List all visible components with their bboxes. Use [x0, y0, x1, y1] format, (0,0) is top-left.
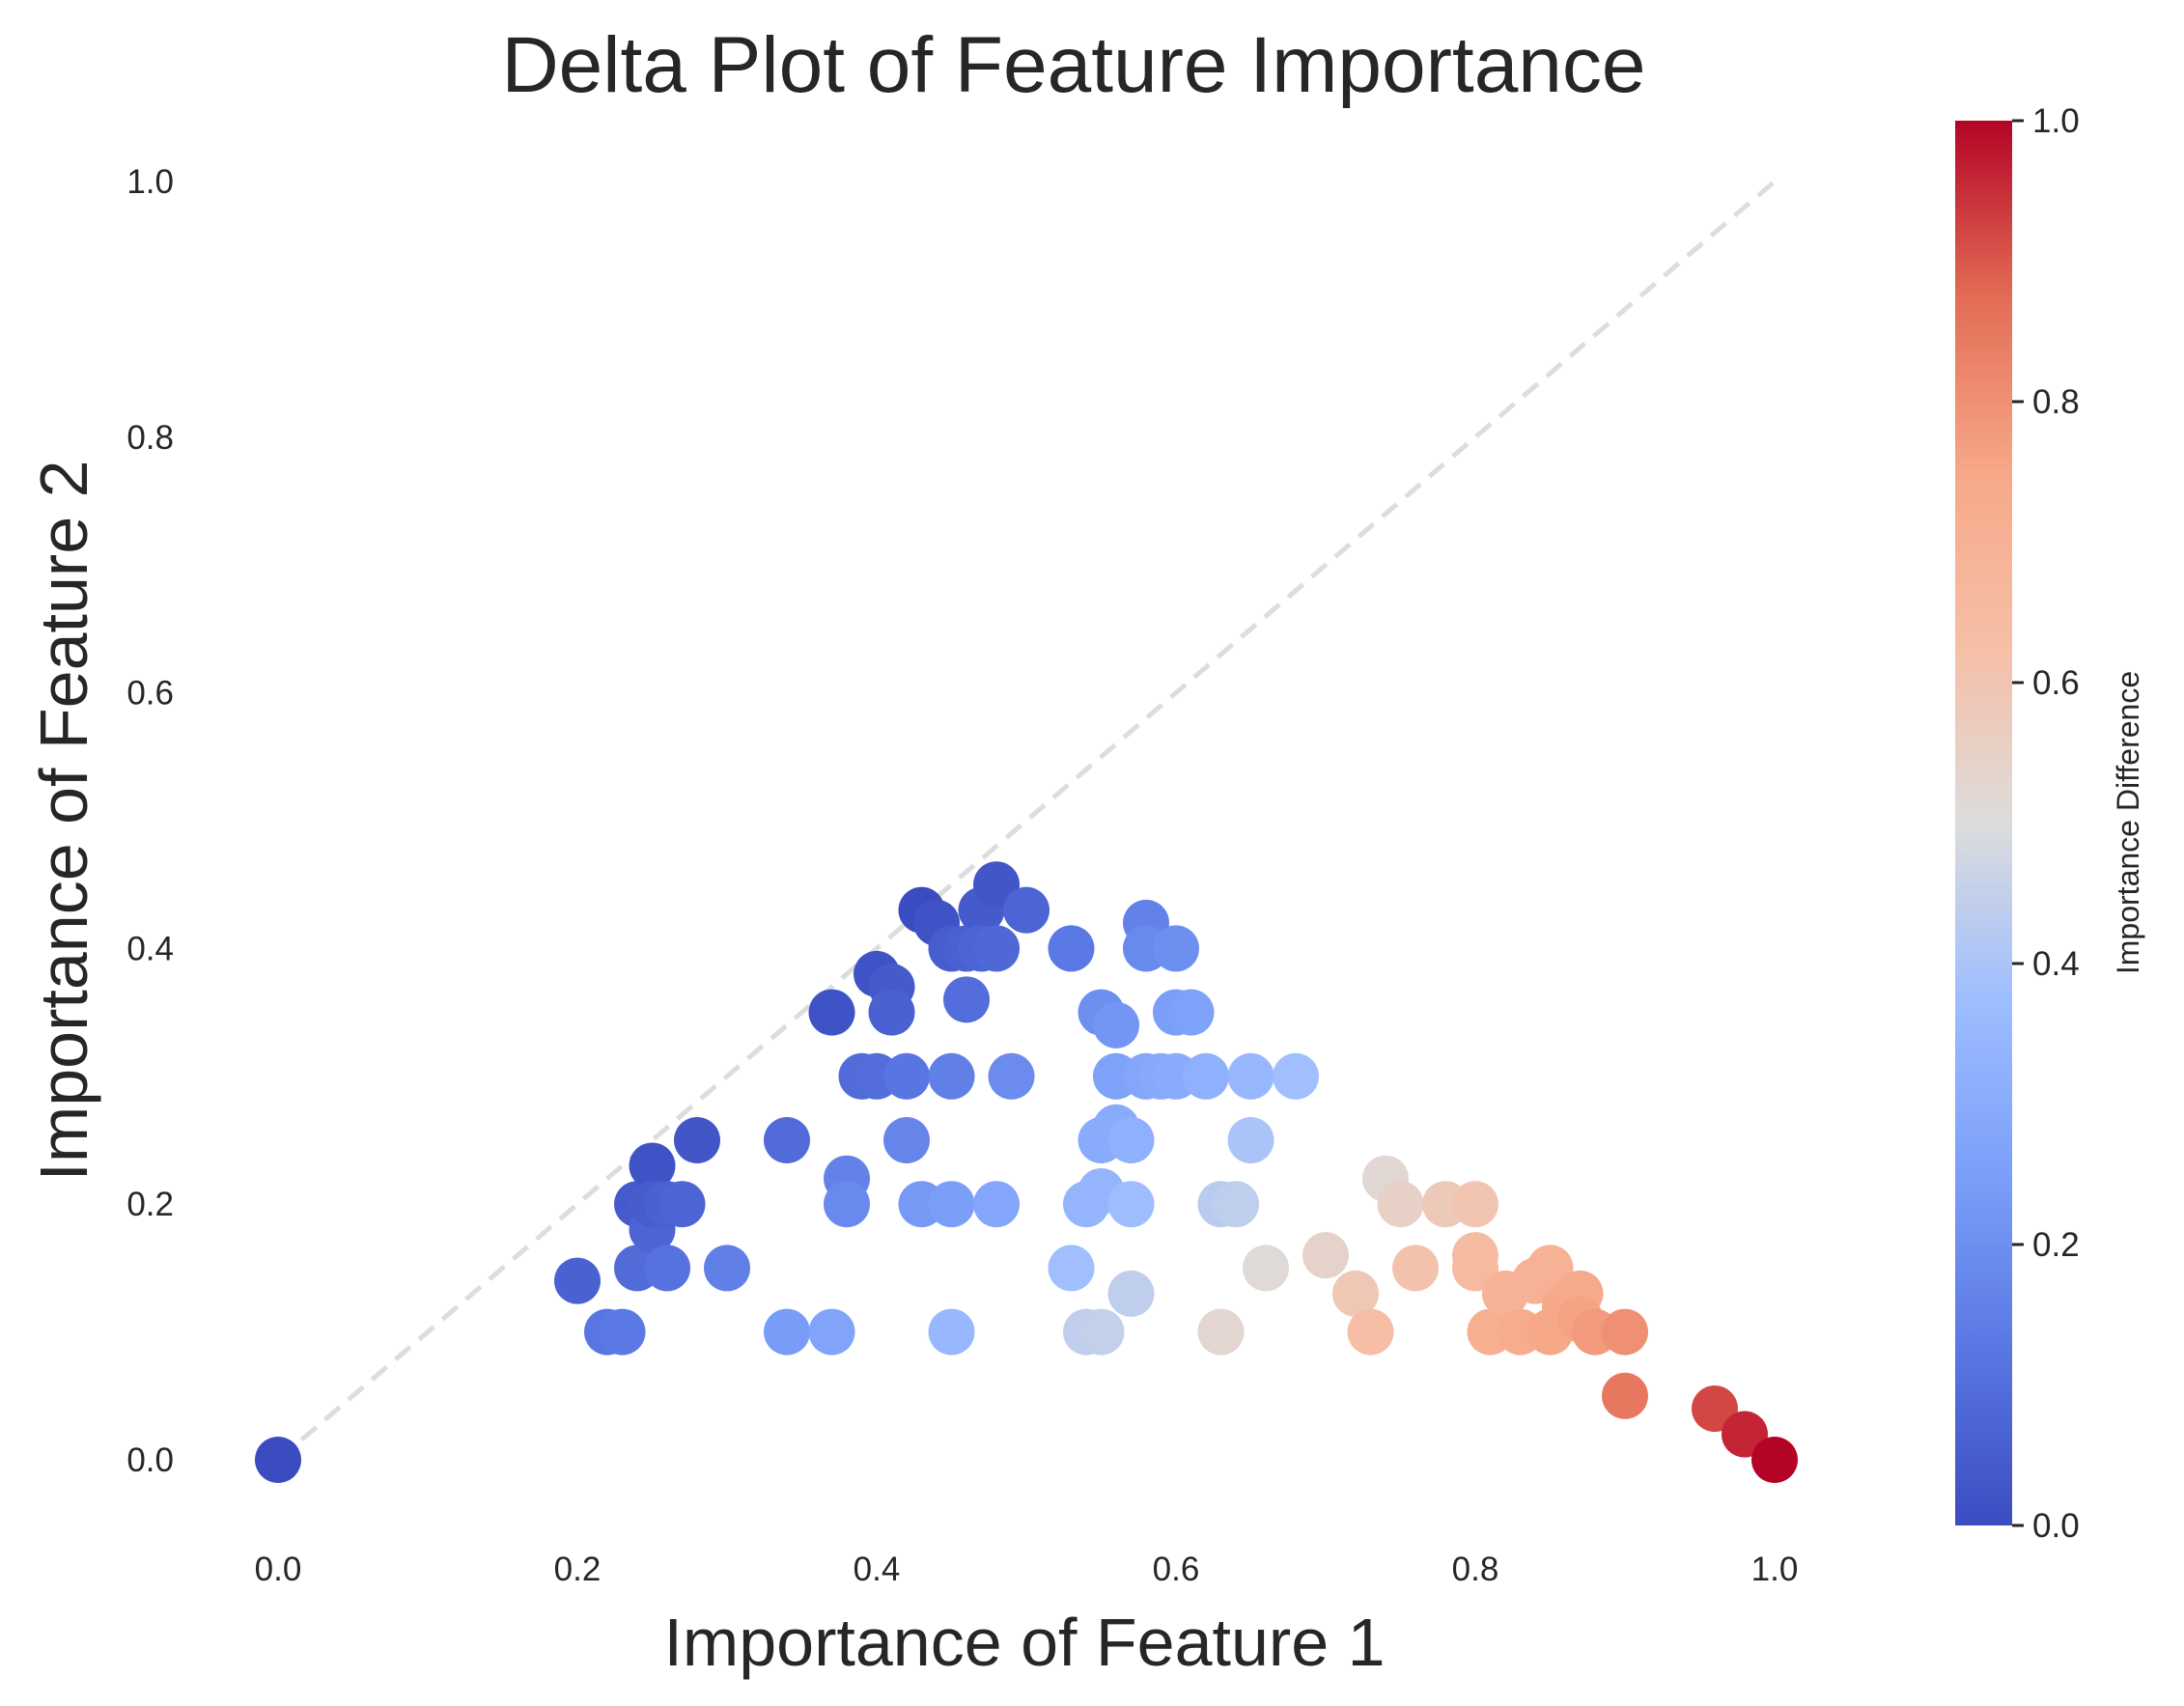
chart-title: Delta Plot of Feature Importance: [501, 21, 1645, 109]
data-point: [868, 989, 915, 1036]
data-point: [1751, 1437, 1798, 1483]
data-point: [1452, 1181, 1498, 1228]
colorbar-tick-label: 0.8: [2032, 383, 2080, 421]
y-tick-label: 0.8: [126, 419, 174, 457]
data-point: [764, 1308, 810, 1356]
colorbar: [1955, 121, 2012, 1525]
y-tick-label: 0.0: [126, 1441, 174, 1479]
data-point: [1227, 1117, 1274, 1163]
data-point: [1167, 989, 1215, 1036]
data-point: [1243, 1245, 1289, 1292]
data-point: [1347, 1308, 1394, 1356]
x-axis-ticks: 0.0 0.2 0.4 0.6 0.8 1.0: [255, 1551, 1799, 1588]
data-point: [255, 1437, 301, 1483]
data-point: [988, 1052, 1035, 1100]
data-point: [1213, 1181, 1259, 1228]
data-point: [1107, 1270, 1155, 1317]
colorbar-tick-label: 0.6: [2032, 664, 2080, 702]
y-axis-label: Importance of Feature 2: [26, 460, 101, 1181]
colorbar-label: Importance Difference: [2111, 671, 2145, 974]
data-point: [1107, 1117, 1155, 1163]
y-tick-label: 0.4: [126, 930, 174, 967]
data-point: [1078, 1308, 1125, 1356]
data-points: [255, 861, 1798, 1483]
data-point: [1197, 1308, 1245, 1356]
colorbar-ticks: 0.0 0.2 0.4 0.6 0.8 1.0: [2012, 102, 2080, 1545]
data-point: [1183, 1052, 1229, 1100]
x-tick-label: 0.6: [1153, 1551, 1200, 1588]
y-axis-ticks: 0.0 0.2 0.4 0.6 0.8 1.0: [126, 163, 174, 1479]
y-tick-label: 0.6: [126, 675, 174, 713]
data-point: [1602, 1308, 1648, 1356]
data-point: [808, 1308, 855, 1356]
colorbar-tick-label: 0.2: [2032, 1226, 2080, 1264]
data-point: [943, 976, 990, 1023]
x-tick-label: 0.2: [554, 1551, 602, 1588]
data-point: [1093, 1001, 1139, 1049]
data-point: [554, 1257, 601, 1304]
data-point: [808, 989, 855, 1036]
x-axis-label: Importance of Feature 1: [663, 1605, 1385, 1680]
data-point: [764, 1117, 810, 1163]
reference-line-group: [276, 180, 1777, 1462]
data-point: [1048, 925, 1095, 972]
data-point: [1332, 1270, 1379, 1317]
x-tick-label: 0.8: [1452, 1551, 1499, 1588]
data-point: [928, 1308, 975, 1356]
data-point: [1153, 925, 1199, 972]
data-point: [1377, 1181, 1424, 1228]
y-tick-label: 1.0: [126, 163, 174, 201]
colorbar-tick-label: 0.0: [2032, 1507, 2080, 1545]
data-point: [928, 1181, 975, 1228]
colorbar-tick-label: 1.0: [2032, 102, 2080, 140]
data-point: [1302, 1232, 1349, 1279]
reference-line: [276, 180, 1777, 1462]
data-point: [704, 1245, 750, 1292]
data-point: [658, 1181, 706, 1228]
data-point: [883, 1117, 930, 1163]
x-tick-label: 0.0: [255, 1551, 302, 1588]
data-point: [1107, 1181, 1155, 1228]
data-point: [883, 1052, 930, 1100]
colorbar-tick-label: 0.4: [2032, 945, 2080, 983]
data-point: [1602, 1372, 1648, 1419]
data-point: [973, 925, 1020, 972]
data-point: [674, 1117, 720, 1163]
y-tick-label: 0.2: [126, 1186, 174, 1223]
data-point: [629, 1142, 676, 1189]
data-point: [928, 1052, 975, 1100]
data-point: [1273, 1052, 1319, 1100]
data-point: [1227, 1052, 1274, 1100]
data-point: [824, 1181, 870, 1228]
data-point: [1048, 1245, 1095, 1292]
x-tick-label: 1.0: [1751, 1551, 1799, 1588]
data-point: [1003, 886, 1050, 934]
data-point: [973, 1181, 1020, 1228]
x-tick-label: 0.4: [854, 1551, 901, 1588]
data-point: [644, 1245, 690, 1292]
data-point: [1392, 1245, 1439, 1292]
data-point: [599, 1308, 646, 1356]
